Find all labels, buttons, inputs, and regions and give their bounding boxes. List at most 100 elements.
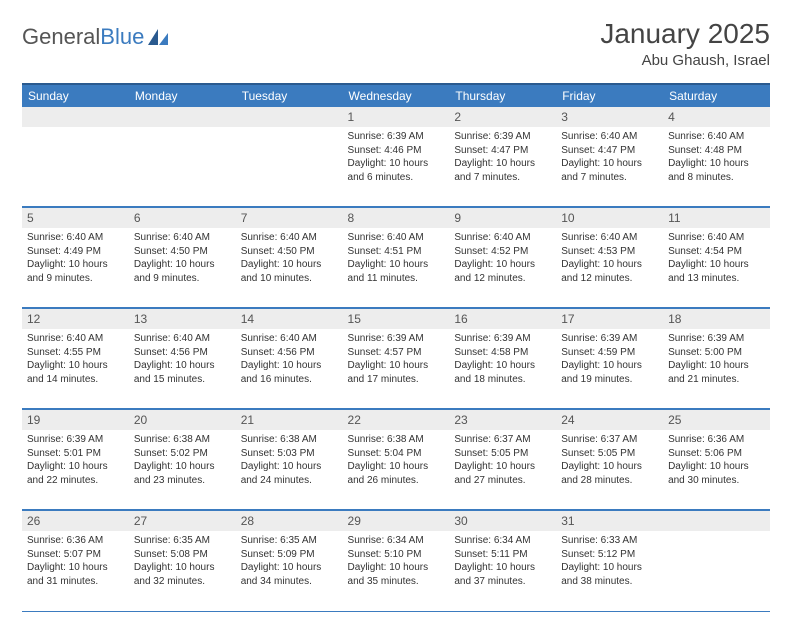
- day-cell: Sunrise: 6:38 AMSunset: 5:02 PMDaylight:…: [129, 430, 236, 510]
- day-number: 11: [668, 211, 680, 225]
- sunrise-line: Sunrise: 6:36 AM: [668, 433, 765, 447]
- day-cell: Sunrise: 6:35 AMSunset: 5:08 PMDaylight:…: [129, 531, 236, 611]
- day-cell: [22, 127, 129, 207]
- day-cell: Sunrise: 6:39 AMSunset: 4:47 PMDaylight:…: [449, 127, 556, 207]
- day-number-cell: 17: [556, 308, 663, 329]
- day-details: Sunrise: 6:40 AMSunset: 4:52 PMDaylight:…: [449, 228, 556, 291]
- day-cell: Sunrise: 6:39 AMSunset: 5:01 PMDaylight:…: [22, 430, 129, 510]
- daynum-row: 1234: [22, 107, 770, 127]
- sunrise-line: Sunrise: 6:37 AM: [561, 433, 658, 447]
- sunrise-line: Sunrise: 6:38 AM: [134, 433, 231, 447]
- day-number-cell: 22: [343, 409, 450, 430]
- sunrise-line: Sunrise: 6:40 AM: [241, 332, 338, 346]
- logo-sail-icon: [146, 27, 170, 47]
- day-details: Sunrise: 6:39 AMSunset: 4:47 PMDaylight:…: [449, 127, 556, 190]
- day-number: 5: [27, 211, 34, 225]
- sunrise-line: Sunrise: 6:40 AM: [27, 231, 124, 245]
- sunrise-line: Sunrise: 6:40 AM: [241, 231, 338, 245]
- day-header: Tuesday: [236, 84, 343, 107]
- sunrise-line: Sunrise: 6:37 AM: [454, 433, 551, 447]
- day-number: 20: [134, 413, 147, 427]
- day-details: Sunrise: 6:39 AMSunset: 5:01 PMDaylight:…: [22, 430, 129, 493]
- sunset-line: Sunset: 5:02 PM: [134, 447, 231, 461]
- day-number-cell: 8: [343, 207, 450, 228]
- day-header-row: Sunday Monday Tuesday Wednesday Thursday…: [22, 84, 770, 107]
- sunrise-line: Sunrise: 6:39 AM: [668, 332, 765, 346]
- day-details: Sunrise: 6:35 AMSunset: 5:09 PMDaylight:…: [236, 531, 343, 594]
- day-number: 12: [27, 312, 40, 326]
- day-number-cell: 30: [449, 510, 556, 531]
- sunrise-line: Sunrise: 6:40 AM: [668, 130, 765, 144]
- sunrise-line: Sunrise: 6:39 AM: [348, 332, 445, 346]
- day-details: Sunrise: 6:40 AMSunset: 4:53 PMDaylight:…: [556, 228, 663, 291]
- sunset-line: Sunset: 4:50 PM: [241, 245, 338, 259]
- sunset-line: Sunset: 4:57 PM: [348, 346, 445, 360]
- daylight-line: Daylight: 10 hours and 15 minutes.: [134, 359, 231, 386]
- sunrise-line: Sunrise: 6:34 AM: [454, 534, 551, 548]
- day-cell: Sunrise: 6:40 AMSunset: 4:53 PMDaylight:…: [556, 228, 663, 308]
- day-details: Sunrise: 6:38 AMSunset: 5:04 PMDaylight:…: [343, 430, 450, 493]
- day-number-cell: 19: [22, 409, 129, 430]
- calendar-table: Sunday Monday Tuesday Wednesday Thursday…: [22, 83, 770, 612]
- day-details: Sunrise: 6:38 AMSunset: 5:03 PMDaylight:…: [236, 430, 343, 493]
- sunrise-line: Sunrise: 6:40 AM: [561, 130, 658, 144]
- sunrise-line: Sunrise: 6:39 AM: [454, 130, 551, 144]
- day-cell: Sunrise: 6:39 AMSunset: 4:58 PMDaylight:…: [449, 329, 556, 409]
- daylight-line: Daylight: 10 hours and 35 minutes.: [348, 561, 445, 588]
- day-number: 16: [454, 312, 467, 326]
- day-cell: Sunrise: 6:35 AMSunset: 5:09 PMDaylight:…: [236, 531, 343, 611]
- daylight-line: Daylight: 10 hours and 14 minutes.: [27, 359, 124, 386]
- day-number-cell: 10: [556, 207, 663, 228]
- day-number: 18: [668, 312, 681, 326]
- day-cell: Sunrise: 6:33 AMSunset: 5:12 PMDaylight:…: [556, 531, 663, 611]
- day-number-cell: 3: [556, 107, 663, 127]
- logo-text-2: Blue: [100, 24, 144, 50]
- day-number-cell: 21: [236, 409, 343, 430]
- day-number-cell: [129, 107, 236, 127]
- day-header: Saturday: [663, 84, 770, 107]
- header: GeneralBlue January 2025 Abu Ghaush, Isr…: [22, 18, 770, 69]
- daylight-line: Daylight: 10 hours and 7 minutes.: [561, 157, 658, 184]
- day-details: Sunrise: 6:35 AMSunset: 5:08 PMDaylight:…: [129, 531, 236, 594]
- day-number-cell: 12: [22, 308, 129, 329]
- day-number-cell: 25: [663, 409, 770, 430]
- day-details: Sunrise: 6:39 AMSunset: 5:00 PMDaylight:…: [663, 329, 770, 392]
- daylight-line: Daylight: 10 hours and 16 minutes.: [241, 359, 338, 386]
- day-details: Sunrise: 6:40 AMSunset: 4:50 PMDaylight:…: [129, 228, 236, 291]
- day-details: Sunrise: 6:40 AMSunset: 4:49 PMDaylight:…: [22, 228, 129, 291]
- title-block: January 2025 Abu Ghaush, Israel: [600, 18, 770, 69]
- day-details: Sunrise: 6:40 AMSunset: 4:55 PMDaylight:…: [22, 329, 129, 392]
- day-cell: Sunrise: 6:40 AMSunset: 4:50 PMDaylight:…: [129, 228, 236, 308]
- sunrise-line: Sunrise: 6:40 AM: [348, 231, 445, 245]
- day-details: Sunrise: 6:37 AMSunset: 5:05 PMDaylight:…: [556, 430, 663, 493]
- day-details: Sunrise: 6:38 AMSunset: 5:02 PMDaylight:…: [129, 430, 236, 493]
- day-number: 22: [348, 413, 361, 427]
- day-number: 6: [134, 211, 141, 225]
- sunset-line: Sunset: 4:55 PM: [27, 346, 124, 360]
- daylight-line: Daylight: 10 hours and 26 minutes.: [348, 460, 445, 487]
- sunset-line: Sunset: 4:47 PM: [561, 144, 658, 158]
- daylight-line: Daylight: 10 hours and 19 minutes.: [561, 359, 658, 386]
- daylight-line: Daylight: 10 hours and 11 minutes.: [348, 258, 445, 285]
- sunrise-line: Sunrise: 6:38 AM: [241, 433, 338, 447]
- month-title: January 2025: [600, 18, 770, 50]
- daylight-line: Daylight: 10 hours and 9 minutes.: [27, 258, 124, 285]
- day-number-cell: 13: [129, 308, 236, 329]
- day-number: 27: [134, 514, 147, 528]
- day-details: Sunrise: 6:40 AMSunset: 4:50 PMDaylight:…: [236, 228, 343, 291]
- day-cell: Sunrise: 6:39 AMSunset: 4:46 PMDaylight:…: [343, 127, 450, 207]
- daylight-line: Daylight: 10 hours and 24 minutes.: [241, 460, 338, 487]
- day-number: 29: [348, 514, 361, 528]
- daylight-line: Daylight: 10 hours and 38 minutes.: [561, 561, 658, 588]
- day-number: 19: [27, 413, 40, 427]
- day-number-cell: 29: [343, 510, 450, 531]
- sunrise-line: Sunrise: 6:35 AM: [241, 534, 338, 548]
- sunset-line: Sunset: 5:05 PM: [454, 447, 551, 461]
- day-header: Thursday: [449, 84, 556, 107]
- day-cell: Sunrise: 6:40 AMSunset: 4:54 PMDaylight:…: [663, 228, 770, 308]
- daynum-row: 262728293031: [22, 510, 770, 531]
- day-number-cell: [663, 510, 770, 531]
- day-number-cell: 2: [449, 107, 556, 127]
- sunrise-line: Sunrise: 6:38 AM: [348, 433, 445, 447]
- sunset-line: Sunset: 4:49 PM: [27, 245, 124, 259]
